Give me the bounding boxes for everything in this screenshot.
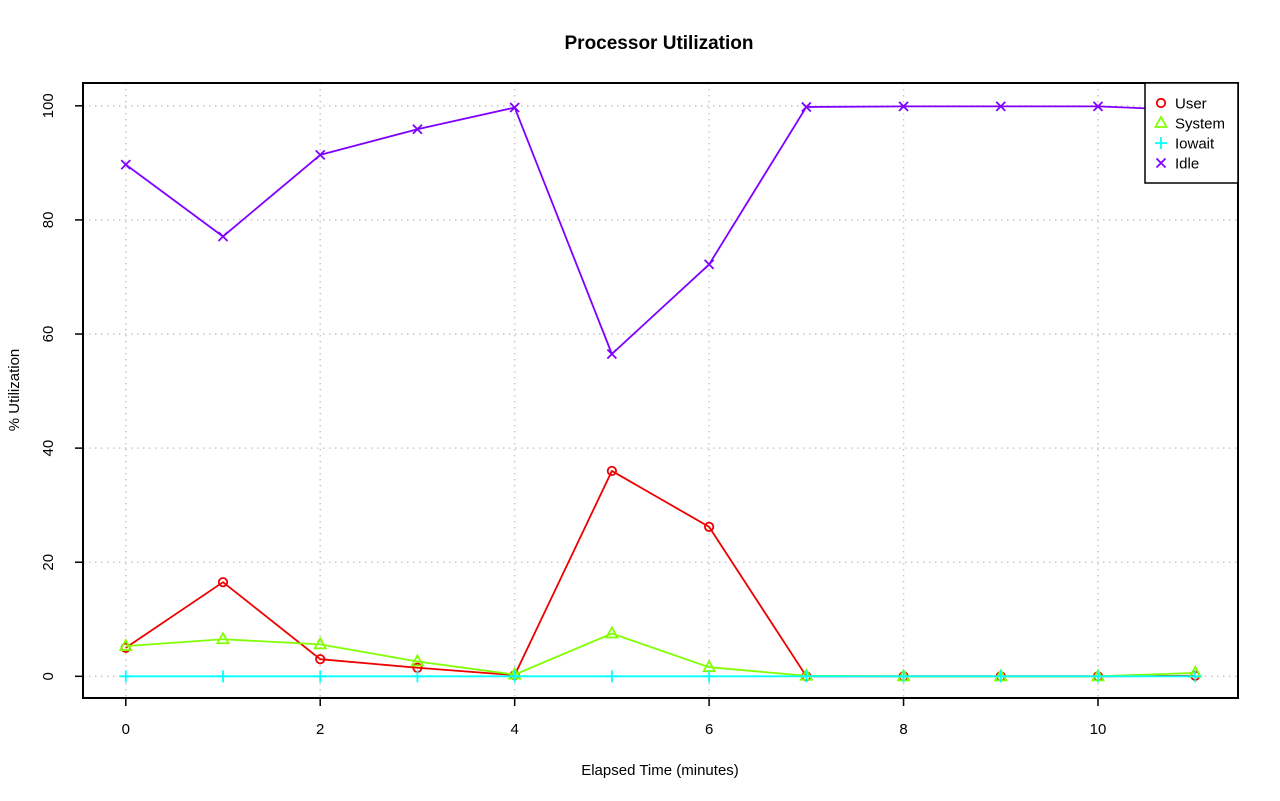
point-iowait-4 <box>508 670 521 683</box>
point-iowait-6 <box>703 670 716 683</box>
point-user-2 <box>315 654 326 665</box>
y-tick-label-60: 60 <box>40 326 57 343</box>
y-tick-label-0: 0 <box>40 672 57 680</box>
legend-label-iowait: Iowait <box>1175 136 1215 153</box>
x-tick-label-0: 0 <box>122 721 130 738</box>
point-idle-3 <box>412 124 423 135</box>
point-idle-1 <box>217 231 229 242</box>
point-idle-6 <box>703 259 715 270</box>
series-idle <box>120 101 1201 360</box>
series-line-system <box>125 632 1196 678</box>
y-axis: 0 20 40 60 80 100 <box>40 93 83 680</box>
point-iowait-3 <box>411 670 424 683</box>
plot-frame <box>82 82 1239 699</box>
point-idle-5 <box>606 348 618 360</box>
point-iowait-2 <box>314 670 327 683</box>
point-system-0 <box>118 638 133 651</box>
point-idle-9 <box>995 101 1006 112</box>
legend-marker-user <box>1155 97 1167 109</box>
point-idle-10 <box>1092 101 1104 112</box>
point-user-1 <box>217 577 229 588</box>
legend: User System Iowait Idle <box>1144 82 1239 184</box>
series-line-idle <box>125 105 1196 355</box>
point-idle-0 <box>120 159 131 170</box>
point-iowait-8 <box>897 670 910 683</box>
point-iowait-5 <box>605 670 618 683</box>
point-user-6 <box>704 521 715 532</box>
series-iowait <box>119 670 1202 683</box>
series-line-user <box>125 470 1196 678</box>
point-idle-7 <box>801 101 812 113</box>
y-tick-label-80: 80 <box>40 212 57 229</box>
x-axis: 0 2 4 6 8 10 <box>122 698 1107 738</box>
point-iowait-1 <box>217 670 229 683</box>
y-axis-label: % Utilization <box>6 349 23 432</box>
legend-marker-system <box>1153 115 1169 128</box>
series-layer <box>118 101 1203 683</box>
x-tick-label-4: 4 <box>510 721 518 738</box>
chart-title: Processor Utilization <box>565 33 754 54</box>
grid-lines <box>83 83 1238 698</box>
point-iowait-9 <box>994 670 1007 683</box>
legend-label-user: User <box>1175 96 1207 113</box>
point-idle-4 <box>509 102 520 113</box>
series-user <box>120 465 1201 682</box>
y-tick-label-20: 20 <box>40 554 57 571</box>
point-idle-8 <box>898 101 909 112</box>
legend-marker-iowait <box>1155 137 1167 149</box>
x-tick-label-8: 8 <box>899 721 907 738</box>
x-tick-label-10: 10 <box>1090 721 1107 738</box>
point-iowait-7 <box>800 670 813 683</box>
legend-label-idle: Idle <box>1175 156 1199 173</box>
point-system-3 <box>410 653 425 667</box>
series-system <box>118 625 1203 682</box>
point-iowait-10 <box>1092 670 1104 683</box>
point-iowait-0 <box>119 670 132 683</box>
point-iowait-11 <box>1189 670 1202 683</box>
point-system-1 <box>215 631 231 645</box>
point-idle-2 <box>315 149 326 161</box>
x-tick-label-6: 6 <box>705 721 713 738</box>
x-axis-label: Elapsed Time (minutes) <box>581 762 739 779</box>
y-tick-label-100: 100 <box>40 93 57 118</box>
legend-marker-idle <box>1155 157 1167 169</box>
legend-label-system: System <box>1175 116 1225 133</box>
point-system-5 <box>604 625 619 639</box>
point-system-2 <box>313 636 328 650</box>
point-user-5 <box>606 465 617 477</box>
x-tick-label-2: 2 <box>316 721 324 738</box>
y-tick-label-40: 40 <box>40 440 57 457</box>
